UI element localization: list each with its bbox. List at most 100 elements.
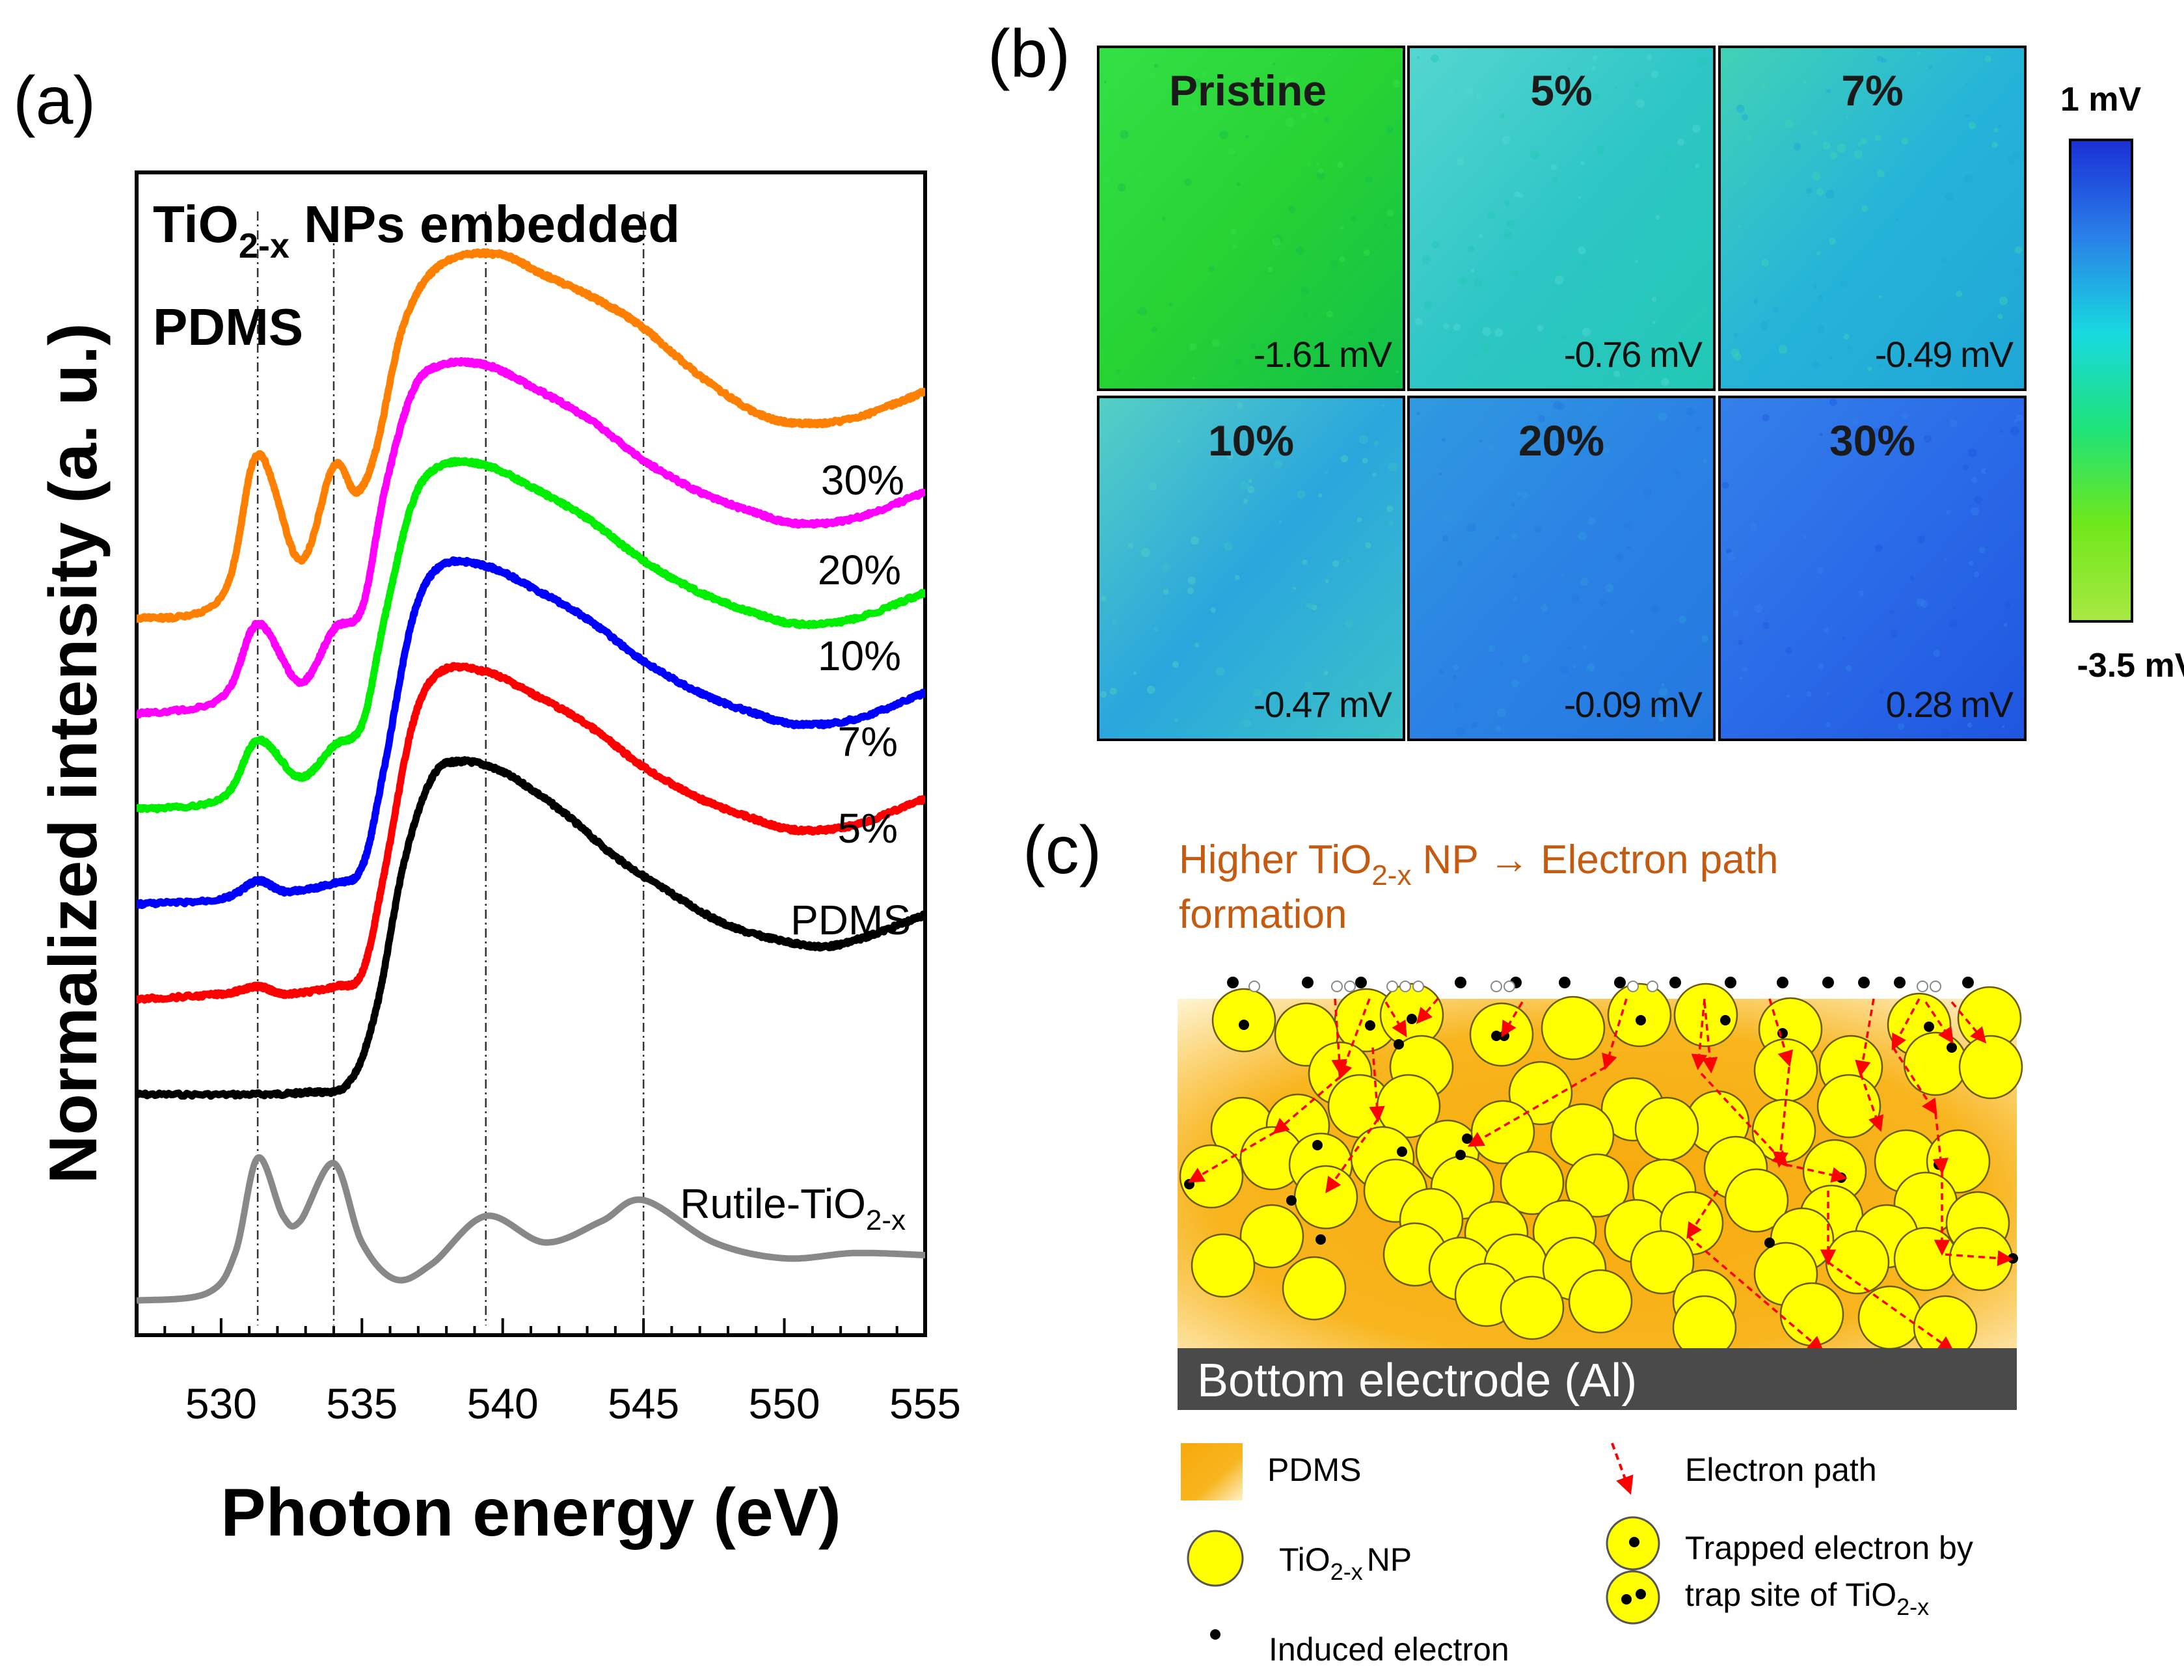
kpfm-speckle bbox=[1286, 76, 1295, 85]
electron-path-arrow bbox=[1700, 1072, 1788, 1167]
electron-path-arrow bbox=[1950, 1001, 1987, 1044]
kpfm-speckle bbox=[1881, 57, 1887, 63]
series-line-5- bbox=[137, 662, 925, 1004]
kpfm-speckle bbox=[1297, 490, 1306, 500]
kpfm-speckle bbox=[1733, 353, 1742, 361]
kpfm-tile-value: -0.47 mV bbox=[1254, 684, 1393, 725]
electron-path-arrow bbox=[1932, 1112, 1949, 1174]
kpfm-speckle bbox=[1456, 158, 1464, 166]
kpfm-speckle bbox=[1464, 87, 1474, 96]
kpfm-speckle bbox=[1646, 54, 1652, 61]
kpfm-speckle bbox=[1111, 81, 1120, 91]
kpfm-speckle bbox=[1889, 609, 1894, 615]
series-label-20-: 20% bbox=[818, 547, 901, 593]
kpfm-speckle bbox=[1210, 607, 1217, 613]
kpfm-speckle bbox=[1260, 452, 1267, 460]
kpfm-speckle bbox=[1840, 280, 1848, 288]
kpfm-speckle bbox=[1560, 334, 1567, 341]
kpfm-speckle bbox=[1186, 79, 1191, 84]
kpfm-speckle bbox=[1570, 689, 1574, 693]
kpfm-speckle bbox=[1474, 353, 1478, 357]
legend-np-label: TiO2-x NP bbox=[1279, 1541, 1412, 1585]
kpfm-speckle bbox=[1826, 88, 1831, 94]
kpfm-speckle bbox=[1739, 676, 1743, 680]
kpfm-speckle bbox=[1858, 590, 1865, 596]
electron-path-arrow bbox=[1772, 1066, 1790, 1168]
kpfm-tile-pristine: Pristine -1.61 mV bbox=[1097, 46, 1405, 391]
kpfm-speckle bbox=[1503, 200, 1511, 207]
legend-pdms-label: PDMS bbox=[1267, 1452, 1361, 1488]
kpfm-speckle bbox=[1991, 141, 1998, 148]
kpfm-speckle bbox=[1658, 714, 1665, 722]
chart-title-line1: TiO2-x NPs embedded bbox=[153, 195, 680, 265]
tio2-nanoparticle bbox=[1541, 996, 1606, 1061]
kpfm-speckle bbox=[1909, 575, 1915, 581]
kpfm-speckle bbox=[1567, 647, 1571, 650]
kpfm-speckle bbox=[1587, 517, 1596, 526]
tio2-nanoparticle bbox=[1903, 1031, 1968, 1096]
kpfm-speckle bbox=[1137, 310, 1140, 314]
electron-path-arrow bbox=[1855, 998, 1875, 1077]
kpfm-speckle bbox=[1363, 249, 1370, 256]
kpfm-speckle bbox=[1348, 653, 1352, 657]
trapped-electron bbox=[1462, 1133, 1472, 1144]
kpfm-speckle bbox=[1723, 79, 1728, 85]
kpfm-speckle bbox=[1538, 414, 1546, 422]
kpfm-speckle bbox=[1503, 230, 1512, 239]
kpfm-speckle bbox=[1861, 205, 1868, 212]
kpfm-speckle bbox=[1372, 472, 1377, 477]
kpfm-speckle bbox=[1153, 627, 1159, 632]
kpfm-speckle bbox=[1453, 323, 1461, 331]
kpfm-speckle bbox=[1603, 447, 1610, 454]
kpfm-speckle bbox=[1678, 615, 1687, 624]
kpfm-speckle bbox=[1467, 245, 1475, 252]
vacated-electron-site bbox=[1490, 981, 1502, 992]
kpfm-speckle bbox=[1738, 640, 1744, 645]
kpfm-speckle bbox=[1581, 258, 1588, 265]
kpfm-speckle bbox=[1873, 427, 1881, 437]
kpfm-speckle bbox=[1661, 165, 1669, 172]
kpfm-speckle bbox=[1952, 606, 1956, 610]
kpfm-speckle bbox=[1273, 234, 1282, 243]
legend-np-swatch bbox=[1187, 1530, 1244, 1587]
kpfm-speckle bbox=[1623, 522, 1631, 530]
kpfm-speckle bbox=[1634, 82, 1640, 88]
electron-path-arrow bbox=[1691, 998, 1708, 1070]
series-label-10-: 10% bbox=[818, 632, 901, 679]
induced-electron bbox=[1894, 977, 1906, 988]
kpfm-speckle bbox=[1337, 161, 1344, 169]
kpfm-speckle bbox=[1316, 171, 1325, 180]
kpfm-speckle bbox=[1537, 325, 1544, 332]
kpfm-speckle bbox=[1778, 345, 1788, 354]
kpfm-speckle bbox=[1267, 266, 1273, 272]
kpfm-speckle bbox=[1540, 604, 1548, 612]
electron-paths bbox=[1187, 997, 2014, 1353]
kpfm-speckle bbox=[1655, 215, 1660, 220]
kpfm-speckle bbox=[1357, 680, 1364, 686]
legend: PDMS TiO2-x NP Induced electron Electron … bbox=[1181, 1443, 1973, 1668]
kpfm-speckle bbox=[1582, 327, 1591, 336]
series-label-pdms: PDMS bbox=[790, 897, 911, 943]
trapped-electron bbox=[1315, 1234, 1326, 1245]
kpfm-speckle bbox=[1817, 295, 1823, 301]
kpfm-tile-value: -1.61 mV bbox=[1254, 334, 1393, 375]
kpfm-speckle bbox=[1412, 454, 1419, 460]
kpfm-speckle bbox=[1288, 206, 1296, 213]
kpfm-tile-value: 0.28 mV bbox=[1885, 684, 2014, 725]
kpfm-speckle bbox=[1554, 271, 1559, 277]
kpfm-speckle bbox=[1984, 55, 1991, 62]
kpfm-speckle bbox=[1208, 265, 1215, 272]
kpfm-speckle bbox=[1785, 647, 1792, 654]
kpfm-speckle bbox=[1760, 321, 1768, 330]
electron-path-arrow bbox=[1687, 1235, 1824, 1353]
kpfm-speckle bbox=[1762, 622, 1770, 629]
kpfm-speckle bbox=[1313, 109, 1318, 114]
x-tick-label-550: 550 bbox=[749, 1379, 820, 1428]
electron-path-arrow bbox=[1701, 1001, 1718, 1074]
kpfm-speckle bbox=[1101, 595, 1107, 602]
legend-path-label: Electron path bbox=[1685, 1452, 1877, 1488]
kpfm-speckle bbox=[1591, 66, 1597, 70]
tio2-nanoparticle bbox=[1568, 1269, 1633, 1334]
surface-electrons bbox=[1227, 977, 1974, 992]
